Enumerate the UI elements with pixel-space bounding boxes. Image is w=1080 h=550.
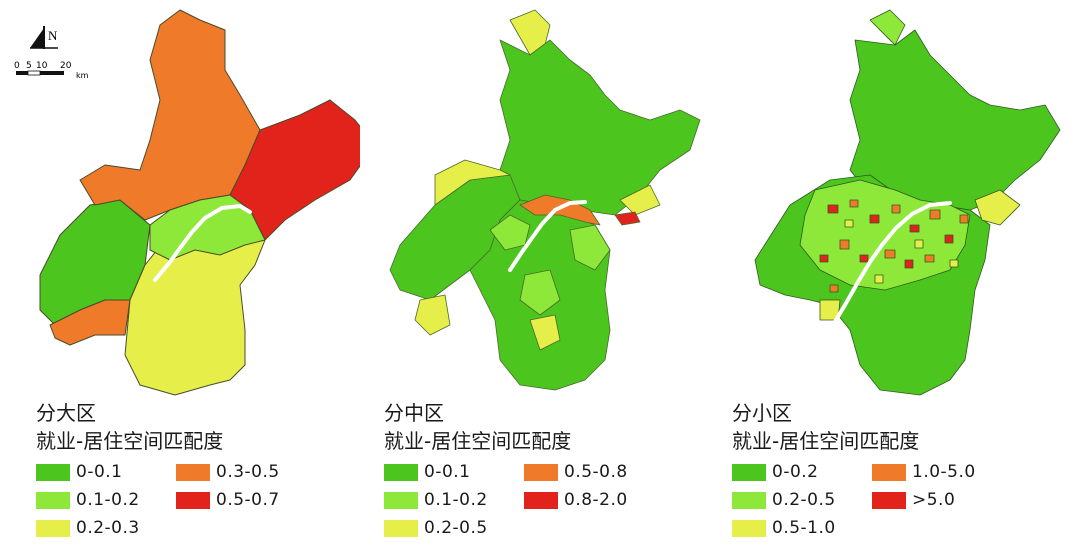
district-region <box>614 211 641 226</box>
scale-tick: 0 <box>14 61 20 71</box>
district-southwest <box>49 299 131 346</box>
river <box>153 203 252 282</box>
legend-label: 0.2-0.5 <box>772 490 836 510</box>
legend-item: 0.2-0.5 <box>384 516 488 540</box>
district-region <box>499 39 701 216</box>
legend-label: 0.5-0.8 <box>564 462 628 482</box>
district-region <box>619 184 661 216</box>
north-arrow-icon: N <box>30 26 58 49</box>
legend-label: >5.0 <box>912 490 956 510</box>
legend-item: 1.0-5.0 <box>872 460 976 484</box>
legend-label: 0.5-0.7 <box>216 490 280 510</box>
scale-unit: km <box>76 71 89 80</box>
north-label: N <box>48 28 58 43</box>
legend-label: 0.1-0.2 <box>76 490 140 510</box>
scale-bar: N 0 5 10 20 km <box>14 26 89 80</box>
legend-label: 0.1-0.2 <box>424 490 488 510</box>
district-center <box>149 194 266 261</box>
legend-item: 0.5-1.0 <box>732 516 836 540</box>
panel-large-districts: 分大区 就业-居住空间匹配度 0-0.1 0.1-0.2 0.2-0.3 0.3… <box>0 0 360 538</box>
scale-tick: 5 <box>26 61 32 71</box>
scale-tick: 20 <box>60 61 72 71</box>
hotspot-cluster <box>819 199 969 293</box>
legend-medium: 分中区 就业-居住空间匹配度 0-0.1 0.1-0.2 0.2-0.5 0.5… <box>384 400 744 550</box>
district-region <box>434 159 511 206</box>
legend-label: 0.3-0.5 <box>216 462 280 482</box>
legend-item: 0.3-0.5 <box>176 460 280 484</box>
legend-item: 0.5-0.7 <box>176 488 280 512</box>
district-region <box>974 189 1021 226</box>
panel-medium-districts: 分中区 就业-居住空间匹配度 0-0.1 0.1-0.2 0.2-0.5 0.5… <box>360 0 720 538</box>
legend-subtitle: 就业-居住空间匹配度 <box>36 429 224 453</box>
scale-tick: 10 <box>36 61 48 71</box>
legend-label: 0-0.1 <box>424 462 471 482</box>
legend-label: 0-0.2 <box>772 462 819 482</box>
legend-item: 0.1-0.2 <box>36 488 140 512</box>
legend-item: 0.1-0.2 <box>384 488 488 512</box>
legend-item: 0.2-0.3 <box>36 516 140 540</box>
legend-small: 分小区 就业-居住空间匹配度 0-0.2 0.2-0.5 0.5-1.0 1.0… <box>732 400 1080 550</box>
legend-item: 0.2-0.5 <box>732 488 836 512</box>
panel-small-districts: 分小区 就业-居住空间匹配度 0-0.2 0.2-0.5 0.5-1.0 1.0… <box>720 0 1080 538</box>
river <box>508 200 587 272</box>
legend-subtitle: 就业-居住空间匹配度 <box>732 429 920 453</box>
legend-item: 0-0.1 <box>36 460 123 484</box>
legend-label: 1.0-5.0 <box>912 462 976 482</box>
legend-item: 0.8-2.0 <box>524 488 628 512</box>
panel-title: 分小区 <box>732 401 792 425</box>
map-small-districts <box>754 9 1061 396</box>
legend-label: 0.2-0.5 <box>424 518 488 538</box>
legend-subtitle: 就业-居住空间匹配度 <box>384 429 572 453</box>
river <box>828 201 952 332</box>
legend-item: >5.0 <box>872 488 955 512</box>
district-region <box>849 29 1061 211</box>
legend-label: 0.5-1.0 <box>772 518 836 538</box>
legend-item: 0-0.2 <box>732 460 819 484</box>
legend-item: 0-0.1 <box>384 460 471 484</box>
panel-title: 分大区 <box>36 401 96 425</box>
legend-label: 0.8-2.0 <box>564 490 628 510</box>
district-region <box>529 314 561 351</box>
district-region <box>519 194 601 226</box>
district-region <box>509 9 551 56</box>
legend-label: 0-0.1 <box>76 462 123 482</box>
map-large-districts <box>39 9 360 396</box>
district-region <box>489 214 531 251</box>
district-region <box>519 269 561 316</box>
legend-large: 分大区 就业-居住空间匹配度 0-0.1 0.1-0.2 0.2-0.3 0.3… <box>36 400 396 550</box>
legend-label: 0.2-0.3 <box>76 518 140 538</box>
district-region <box>414 294 451 336</box>
scale-ruler: 0 5 10 20 km <box>14 61 89 80</box>
district-region <box>869 9 906 46</box>
map-medium-districts <box>389 9 701 391</box>
panel-title: 分中区 <box>384 401 444 425</box>
district-region <box>569 224 611 271</box>
legend-item: 0.5-0.8 <box>524 460 628 484</box>
